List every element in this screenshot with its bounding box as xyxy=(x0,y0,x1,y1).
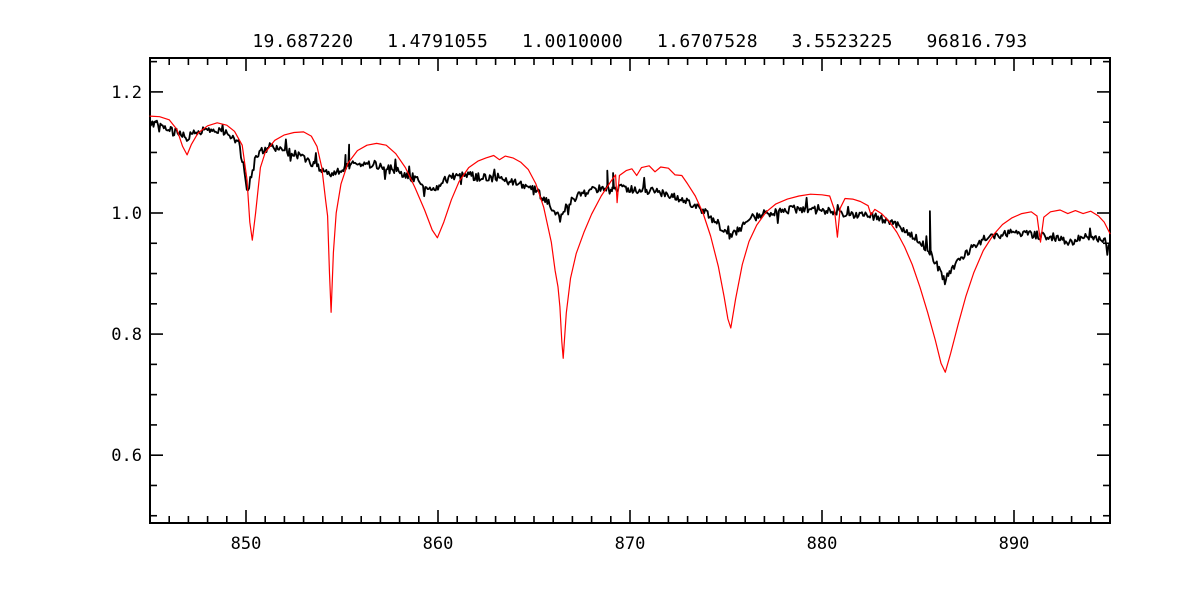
plot-frame xyxy=(149,57,1111,524)
y-tick-label: 1.0 xyxy=(111,204,142,224)
x-tick-label: 850 xyxy=(231,534,262,554)
x-tick-label: 860 xyxy=(423,534,454,554)
x-tick-label: 890 xyxy=(999,534,1030,554)
y-tick-label: 1.2 xyxy=(111,83,142,103)
y-tick-label: 0.6 xyxy=(111,446,142,466)
x-tick-label: 870 xyxy=(615,534,646,554)
y-tick-label: 0.8 xyxy=(111,325,142,345)
model-spectrum-line xyxy=(149,115,1111,373)
plot-title-parameters: 19.687220 1.4791055 1.0010000 1.6707528 … xyxy=(252,31,1028,52)
observed-spectrum-line xyxy=(149,119,1111,286)
x-tick-label: 880 xyxy=(807,534,838,554)
